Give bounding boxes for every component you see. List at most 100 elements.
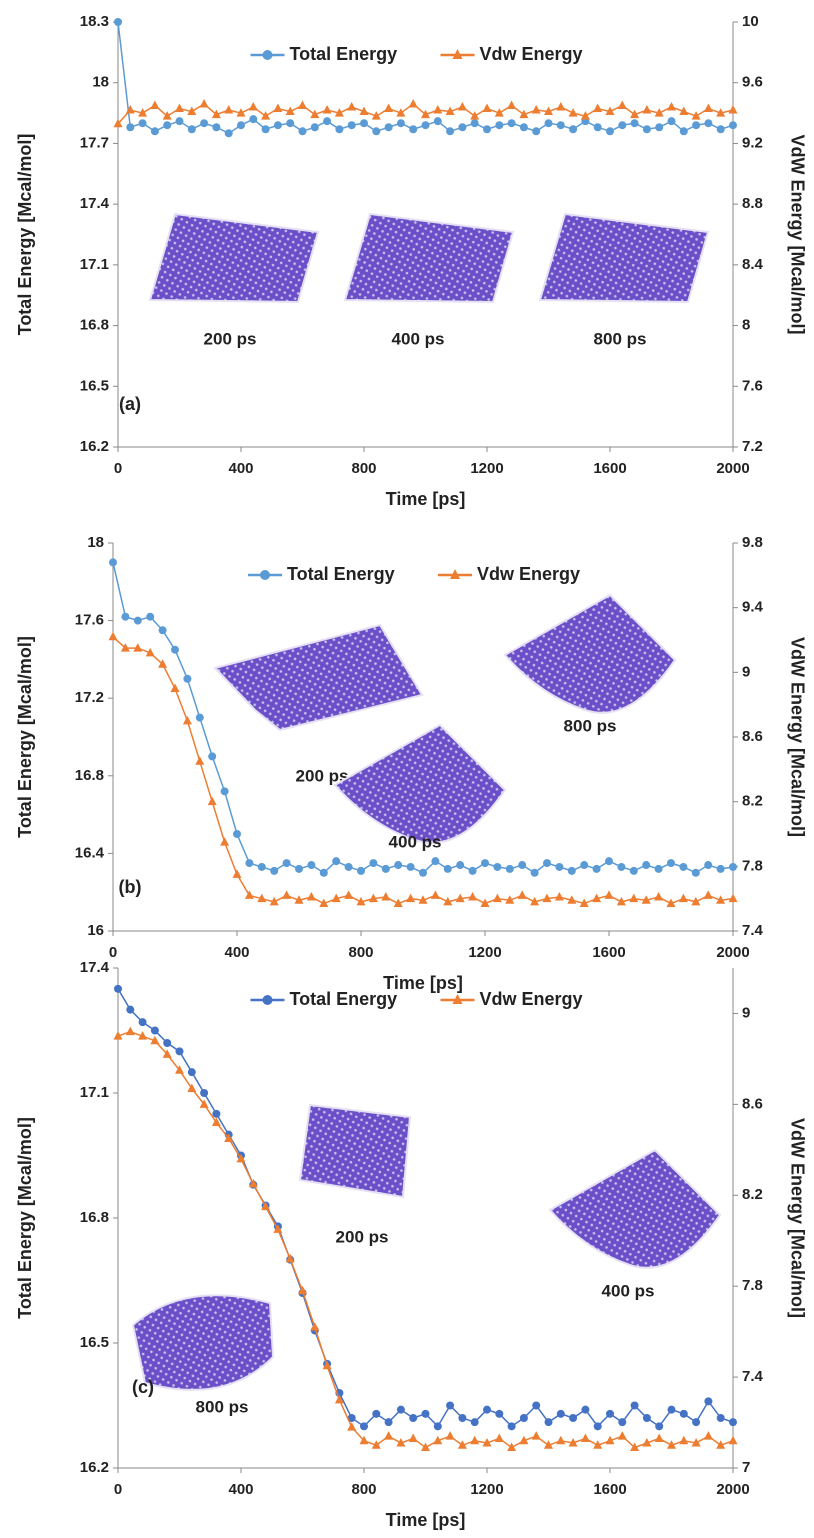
data-point [470, 119, 479, 128]
data-point [483, 125, 491, 134]
x-tick-label: 0 [114, 460, 122, 477]
x-axis-label: Time [ps] [386, 1510, 466, 1530]
data-point [138, 1018, 147, 1027]
data-point [532, 127, 541, 136]
data-point [158, 626, 167, 635]
data-point [162, 111, 172, 120]
data-point [295, 864, 303, 873]
data-point [138, 119, 147, 128]
data-point [187, 106, 197, 116]
legend-label: Vdw Energy [477, 564, 580, 584]
data-point [556, 102, 566, 111]
data-point [555, 862, 564, 871]
data-point [617, 100, 627, 109]
data-point [716, 125, 725, 134]
data-point [716, 864, 725, 873]
y2-tick-label: 7.4 [742, 1368, 764, 1385]
data-point [245, 859, 254, 868]
y2-tick-label: 8.8 [742, 195, 763, 212]
data-point [322, 105, 332, 114]
data-point [408, 1433, 418, 1442]
y-tick-label: 16.4 [75, 844, 105, 861]
y-axis-label: Total Energy [Mcal/mol] [15, 1117, 35, 1319]
data-point [703, 1431, 713, 1440]
data-point [642, 125, 651, 134]
data-point [505, 895, 515, 904]
data-point [482, 103, 492, 113]
data-point [580, 1433, 590, 1442]
data-point [494, 1433, 504, 1442]
x-tick-label: 800 [351, 1481, 376, 1498]
data-point [212, 1109, 221, 1118]
data-point [728, 1435, 738, 1445]
y-axis-label: Total Energy [Mcal/mol] [15, 134, 35, 336]
data-point [224, 105, 234, 114]
inset-structure [548, 1148, 722, 1269]
x-tick-label: 1600 [592, 944, 625, 961]
data-point [421, 1442, 430, 1452]
x-axis-label: Time [ps] [386, 489, 466, 509]
data-point [319, 898, 329, 908]
data-point [249, 115, 258, 124]
data-point [507, 1422, 516, 1431]
data-point [581, 1405, 590, 1414]
y2-tick-label: 8.2 [742, 1186, 763, 1203]
data-point [187, 1083, 197, 1092]
data-point [270, 866, 279, 875]
data-point [494, 108, 504, 117]
x-tick-label: 0 [114, 1481, 122, 1498]
legend-label: Vdw Energy [480, 989, 583, 1009]
y-tick-label: 16.2 [80, 1459, 109, 1476]
legend-marker [262, 995, 273, 1005]
data-point [158, 659, 168, 668]
data-point [200, 119, 209, 128]
data-point [146, 612, 155, 621]
legend-marker [450, 569, 460, 579]
data-point [319, 868, 328, 877]
data-point [211, 109, 221, 119]
data-point [532, 1401, 541, 1410]
y-tick-label: 17.4 [80, 195, 110, 212]
data-point [199, 1099, 209, 1108]
data-point [530, 896, 540, 906]
data-point [605, 1435, 615, 1445]
data-point [593, 123, 602, 132]
data-point [567, 895, 577, 904]
data-point [443, 864, 452, 873]
data-point [703, 103, 713, 113]
data-point [273, 121, 282, 130]
data-point [431, 857, 440, 866]
data-point [507, 100, 517, 109]
x-tick-label: 400 [224, 944, 249, 961]
data-point [433, 117, 442, 126]
data-point [285, 1253, 295, 1263]
data-point [704, 1397, 713, 1406]
legend-label: Total Energy [290, 989, 398, 1009]
data-point [261, 111, 271, 120]
x-tick-label: 1200 [468, 944, 501, 961]
data-point [618, 121, 627, 130]
x-tick-label: 400 [228, 460, 253, 477]
data-point [642, 1414, 651, 1422]
data-point [356, 896, 366, 906]
x-tick-label: 1200 [470, 460, 503, 477]
data-point [605, 857, 613, 866]
data-point [393, 898, 403, 908]
data-point [163, 1039, 172, 1047]
y2-tick-label: 10 [742, 13, 759, 30]
data-point [446, 1401, 455, 1410]
data-point [372, 127, 381, 136]
data-point [150, 1035, 160, 1045]
data-point [519, 123, 528, 132]
data-point [114, 18, 122, 26]
data-point [133, 616, 142, 625]
data-point [211, 1117, 221, 1127]
data-point [667, 859, 675, 868]
data-point [396, 108, 406, 117]
inset-label: 200 ps [336, 1227, 389, 1246]
data-point [261, 125, 270, 134]
data-point [691, 1438, 701, 1447]
data-point [220, 787, 229, 796]
inset-label: 200 ps [204, 329, 257, 348]
data-point [543, 859, 551, 868]
